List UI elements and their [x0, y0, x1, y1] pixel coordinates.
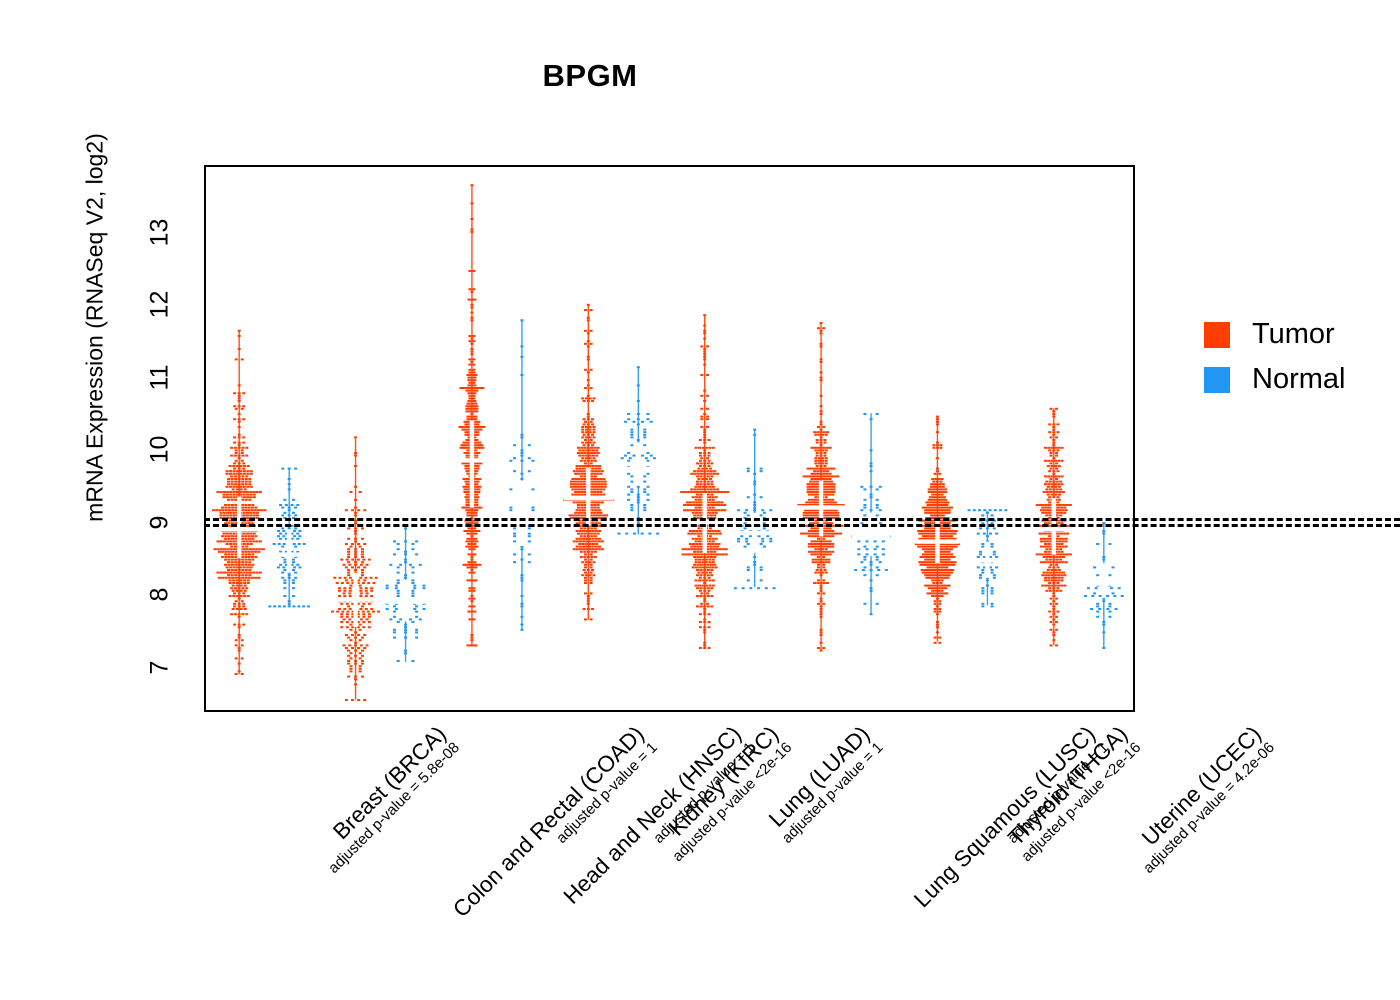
y-tick-label: 10	[145, 435, 174, 464]
x-label-tissue: Uterine (UCEC)	[1136, 721, 1266, 851]
plot-inner	[206, 167, 1133, 710]
y-tick-label: 11	[145, 364, 174, 391]
beeswarm-group	[797, 322, 845, 652]
beeswarm-group	[268, 467, 311, 608]
beeswarm-group	[509, 319, 535, 631]
legend-swatch-icon	[1204, 366, 1230, 393]
beeswarm-series-layer	[211, 184, 1124, 701]
x-label-tissue: Colon and Rectal (COAD)	[447, 721, 649, 923]
y-tick-label: 7	[145, 660, 174, 674]
beeswarm-group	[617, 366, 660, 535]
y-tick-label: 12	[145, 290, 174, 319]
y-tick-label: 8	[145, 587, 174, 602]
x-label-tissue: Breast (BRCA)	[328, 721, 452, 845]
beeswarm-group	[914, 415, 961, 644]
beeswarm-group	[385, 524, 426, 662]
plot-area	[204, 165, 1135, 712]
reference-line-1	[204, 517, 1400, 521]
legend-label: Tumor	[1252, 318, 1335, 350]
beeswarm-group	[211, 329, 267, 675]
legend-swatch-icon	[1204, 321, 1230, 348]
y-tick-label: 9	[145, 515, 174, 530]
beeswarm-group	[331, 436, 381, 701]
x-axis-label-brca: Breast (BRCA) adjusted p-value = 5.8e-08	[308, 721, 463, 877]
x-axis-label-ucec: Uterine (UCEC) adjusted p-value = 4.2e-06	[1123, 721, 1278, 877]
reference-line-2	[204, 523, 1400, 527]
beeswarm-group	[851, 413, 891, 616]
chart-title: BPGM	[542, 58, 638, 93]
legend-item-tumor[interactable]: Tumor	[1204, 318, 1345, 351]
beeswarm-group	[733, 428, 776, 590]
chart-legend: Tumor Normal	[1204, 318, 1345, 408]
beeswarm-group	[1035, 407, 1072, 647]
legend-label: Normal	[1252, 363, 1346, 395]
beeswarm-group	[458, 184, 486, 647]
y-axis-title: mRNA Expression (RNASeq V2, log2)	[81, 133, 108, 522]
beeswarm-group	[562, 303, 614, 621]
y-tick-label: 13	[145, 218, 174, 247]
legend-item-normal[interactable]: Normal	[1204, 363, 1345, 396]
beeswarm-group	[1083, 522, 1124, 649]
beeswarm-group	[680, 314, 730, 649]
